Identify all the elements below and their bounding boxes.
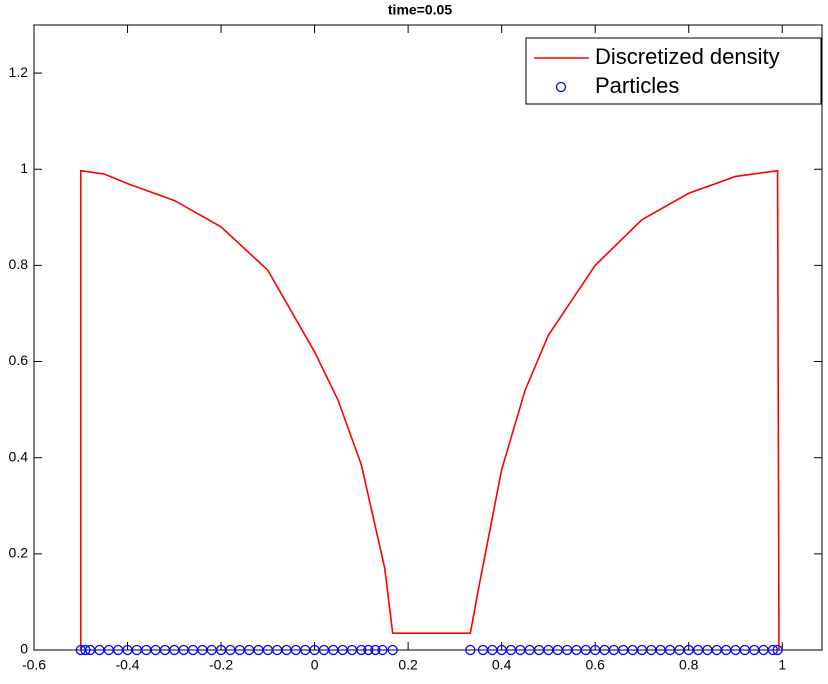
legend-label: Particles [595,73,679,98]
x-tick-label: 0.2 [398,657,418,673]
legend-marker [555,81,567,93]
particle [356,644,367,656]
x-tick-label: 1 [778,657,786,673]
y-tick-label: 1 [20,160,28,176]
x-tick-label: -0.6 [22,657,46,673]
y-tick-label: 0.8 [9,256,29,272]
density-line [79,169,780,651]
particle [387,644,398,656]
y-tick-label: 0.4 [9,448,29,464]
x-tick-label: -0.2 [209,657,233,673]
particle [377,644,388,656]
x-tick-label: 0.6 [585,657,605,673]
y-tick-label: 0.2 [9,545,29,561]
particle [363,644,374,656]
legend-label: Discretized density [595,44,780,69]
y-tick-label: 1.2 [9,64,29,80]
chart-title: time=0.05 [388,2,452,18]
y-tick-label: 0.6 [9,352,29,368]
particle [370,644,381,656]
particle [772,644,783,656]
plot-area [33,24,823,651]
x-tick-label: 0.4 [492,657,512,673]
particle [767,644,779,656]
particle [465,644,476,656]
x-tick-label: 0.8 [679,657,699,673]
legend-box [525,37,822,105]
particle [80,644,91,656]
y-tick-label: 0 [20,641,28,657]
x-tick-label: 0 [311,657,319,673]
x-tick-label: -0.4 [115,657,139,673]
